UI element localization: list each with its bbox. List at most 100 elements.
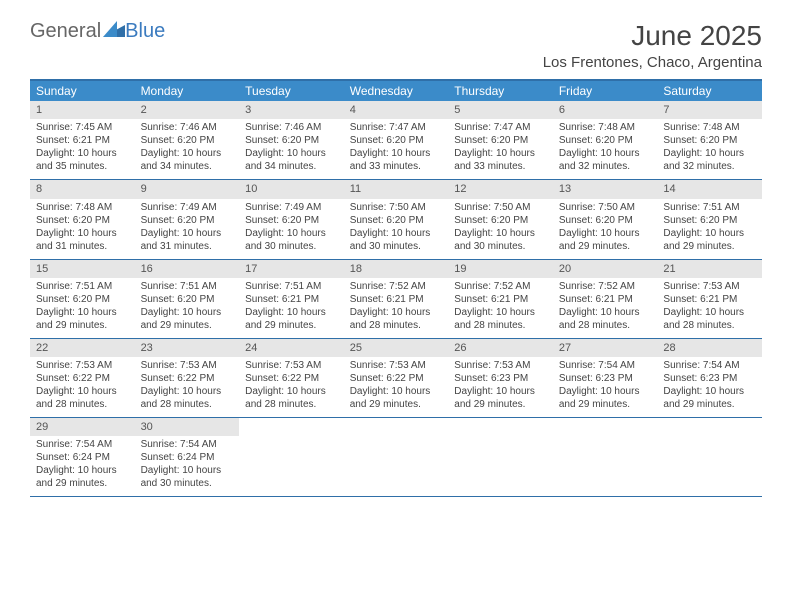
day-number: 22 xyxy=(30,339,135,357)
header: General Blue June 2025 Los Frentones, Ch… xyxy=(30,20,762,71)
calendar-cell: 17 Sunrise: 7:51 AMSunset: 6:21 PMDayligh… xyxy=(239,260,344,338)
weekday-header: Friday xyxy=(553,81,658,101)
calendar-week: 15Sunrise: 7:51 AMSunset: 6:20 PMDayligh… xyxy=(30,260,762,339)
calendar-cell: 15Sunrise: 7:51 AMSunset: 6:20 PMDayligh… xyxy=(30,260,135,338)
day-number: 19 xyxy=(448,260,553,278)
calendar-cell: 30 Sunrise: 7:54 AMSunset: 6:24 PMDayligh… xyxy=(135,418,240,496)
day-info: Sunrise: 7:45 AMSunset: 6:21 PMDaylight:… xyxy=(30,121,135,173)
calendar-cell xyxy=(344,418,449,496)
calendar-cell: 5 Sunrise: 7:47 AMSunset: 6:20 PMDaylight… xyxy=(448,101,553,179)
day-number: 29 xyxy=(30,418,135,436)
calendar-body: 1 Sunrise: 7:45 AMSunset: 6:21 PMDaylight… xyxy=(30,101,762,497)
page-title: June 2025 xyxy=(543,20,762,52)
day-number: 11 xyxy=(344,180,449,198)
day-number: 24 xyxy=(239,339,344,357)
calendar-week: 1 Sunrise: 7:45 AMSunset: 6:21 PMDaylight… xyxy=(30,101,762,180)
calendar-cell: 22 Sunrise: 7:53 AMSunset: 6:22 PMDayligh… xyxy=(30,339,135,417)
day-info: Sunrise: 7:46 AMSunset: 6:20 PMDaylight:… xyxy=(239,121,344,173)
weekday-header: Saturday xyxy=(657,81,762,101)
weekday-header: Wednesday xyxy=(344,81,449,101)
day-info: Sunrise: 7:46 AMSunset: 6:20 PMDaylight:… xyxy=(135,121,240,173)
weekday-header-row: SundayMondayTuesdayWednesdayThursdayFrid… xyxy=(30,81,762,101)
day-info: Sunrise: 7:50 AMSunset: 6:20 PMDaylight:… xyxy=(344,201,449,253)
calendar-cell: 2Sunrise: 7:46 AMSunset: 6:20 PMDaylight… xyxy=(135,101,240,179)
day-number: 26 xyxy=(448,339,553,357)
day-info: Sunrise: 7:49 AMSunset: 6:20 PMDaylight:… xyxy=(135,201,240,253)
day-info: Sunrise: 7:47 AMSunset: 6:20 PMDaylight:… xyxy=(448,121,553,173)
calendar-cell: 1 Sunrise: 7:45 AMSunset: 6:21 PMDaylight… xyxy=(30,101,135,179)
calendar-cell: 27 Sunrise: 7:54 AMSunset: 6:23 PMDayligh… xyxy=(553,339,658,417)
day-info: Sunrise: 7:50 AMSunset: 6:20 PMDaylight:… xyxy=(448,201,553,253)
day-info: Sunrise: 7:53 AMSunset: 6:23 PMDaylight:… xyxy=(448,359,553,411)
day-number: 30 xyxy=(135,418,240,436)
day-number: 23 xyxy=(135,339,240,357)
day-info: Sunrise: 7:54 AMSunset: 6:24 PMDaylight:… xyxy=(135,438,240,490)
day-info: Sunrise: 7:53 AMSunset: 6:22 PMDaylight:… xyxy=(344,359,449,411)
day-info: Sunrise: 7:51 AMSunset: 6:21 PMDaylight:… xyxy=(239,280,344,332)
calendar-week: 22Sunrise: 7:53 AMSunset: 6:22 PMDayligh… xyxy=(30,339,762,418)
day-info: Sunrise: 7:52 AMSunset: 6:21 PMDaylight:… xyxy=(344,280,449,332)
calendar-cell: 11 Sunrise: 7:50 AMSunset: 6:20 PMDayligh… xyxy=(344,180,449,258)
day-number: 17 xyxy=(239,260,344,278)
day-number: 15 xyxy=(30,260,135,278)
calendar-cell: 13Sunrise: 7:50 AMSunset: 6:20 PMDayligh… xyxy=(553,180,658,258)
day-info: Sunrise: 7:53 AMSunset: 6:22 PMDaylight:… xyxy=(30,359,135,411)
calendar-cell: 7Sunrise: 7:48 AMSunset: 6:20 PMDaylight… xyxy=(657,101,762,179)
logo-text-general: General xyxy=(30,20,101,43)
calendar-cell: 24 Sunrise: 7:53 AMSunset: 6:22 PMDayligh… xyxy=(239,339,344,417)
day-info: Sunrise: 7:54 AMSunset: 6:23 PMDaylight:… xyxy=(657,359,762,411)
logo-icon xyxy=(103,20,125,43)
day-info: Sunrise: 7:53 AMSunset: 6:21 PMDaylight:… xyxy=(657,280,762,332)
day-number: 27 xyxy=(553,339,658,357)
calendar-cell: 3Sunrise: 7:46 AMSunset: 6:20 PMDaylight… xyxy=(239,101,344,179)
calendar-cell: 23 Sunrise: 7:53 AMSunset: 6:22 PMDayligh… xyxy=(135,339,240,417)
day-number: 1 xyxy=(30,101,135,119)
day-number: 25 xyxy=(344,339,449,357)
day-info: Sunrise: 7:49 AMSunset: 6:20 PMDaylight:… xyxy=(239,201,344,253)
calendar-cell: 19 Sunrise: 7:52 AMSunset: 6:21 PMDayligh… xyxy=(448,260,553,338)
title-block: June 2025 Los Frentones, Chaco, Argentin… xyxy=(543,20,762,71)
calendar-cell: 18 Sunrise: 7:52 AMSunset: 6:21 PMDayligh… xyxy=(344,260,449,338)
day-info: Sunrise: 7:48 AMSunset: 6:20 PMDaylight:… xyxy=(30,201,135,253)
calendar-cell: 16 Sunrise: 7:51 AMSunset: 6:20 PMDayligh… xyxy=(135,260,240,338)
day-number: 16 xyxy=(135,260,240,278)
day-number: 12 xyxy=(448,180,553,198)
calendar-week: 29Sunrise: 7:54 AMSunset: 6:24 PMDayligh… xyxy=(30,418,762,497)
day-info: Sunrise: 7:48 AMSunset: 6:20 PMDaylight:… xyxy=(657,121,762,173)
calendar-cell: 20 Sunrise: 7:52 AMSunset: 6:21 PMDayligh… xyxy=(553,260,658,338)
day-info: Sunrise: 7:54 AMSunset: 6:23 PMDaylight:… xyxy=(553,359,658,411)
day-number: 28 xyxy=(657,339,762,357)
day-info: Sunrise: 7:47 AMSunset: 6:20 PMDaylight:… xyxy=(344,121,449,173)
day-info: Sunrise: 7:52 AMSunset: 6:21 PMDaylight:… xyxy=(553,280,658,332)
weekday-header: Thursday xyxy=(448,81,553,101)
calendar-cell: 12 Sunrise: 7:50 AMSunset: 6:20 PMDayligh… xyxy=(448,180,553,258)
day-number: 5 xyxy=(448,101,553,119)
calendar-cell: 8Sunrise: 7:48 AMSunset: 6:20 PMDaylight… xyxy=(30,180,135,258)
calendar: SundayMondayTuesdayWednesdayThursdayFrid… xyxy=(30,79,762,497)
calendar-cell: 6Sunrise: 7:48 AMSunset: 6:20 PMDaylight… xyxy=(553,101,658,179)
calendar-cell: 9 Sunrise: 7:49 AMSunset: 6:20 PMDaylight… xyxy=(135,180,240,258)
calendar-cell: 21Sunrise: 7:53 AMSunset: 6:21 PMDayligh… xyxy=(657,260,762,338)
day-info: Sunrise: 7:52 AMSunset: 6:21 PMDaylight:… xyxy=(448,280,553,332)
day-number: 10 xyxy=(239,180,344,198)
day-info: Sunrise: 7:48 AMSunset: 6:20 PMDaylight:… xyxy=(553,121,658,173)
day-info: Sunrise: 7:50 AMSunset: 6:20 PMDaylight:… xyxy=(553,201,658,253)
day-info: Sunrise: 7:53 AMSunset: 6:22 PMDaylight:… xyxy=(239,359,344,411)
calendar-cell: 14Sunrise: 7:51 AMSunset: 6:20 PMDayligh… xyxy=(657,180,762,258)
calendar-cell xyxy=(239,418,344,496)
calendar-cell xyxy=(553,418,658,496)
weekday-header: Sunday xyxy=(30,81,135,101)
day-number: 9 xyxy=(135,180,240,198)
calendar-week: 8Sunrise: 7:48 AMSunset: 6:20 PMDaylight… xyxy=(30,180,762,259)
logo-text-blue: Blue xyxy=(125,20,165,43)
day-info: Sunrise: 7:51 AMSunset: 6:20 PMDaylight:… xyxy=(135,280,240,332)
day-number: 4 xyxy=(344,101,449,119)
day-number: 18 xyxy=(344,260,449,278)
day-info: Sunrise: 7:54 AMSunset: 6:24 PMDaylight:… xyxy=(30,438,135,490)
weekday-header: Monday xyxy=(135,81,240,101)
calendar-cell xyxy=(448,418,553,496)
calendar-cell: 26 Sunrise: 7:53 AMSunset: 6:23 PMDayligh… xyxy=(448,339,553,417)
day-number: 20 xyxy=(553,260,658,278)
day-info: Sunrise: 7:53 AMSunset: 6:22 PMDaylight:… xyxy=(135,359,240,411)
calendar-cell: 25 Sunrise: 7:53 AMSunset: 6:22 PMDayligh… xyxy=(344,339,449,417)
